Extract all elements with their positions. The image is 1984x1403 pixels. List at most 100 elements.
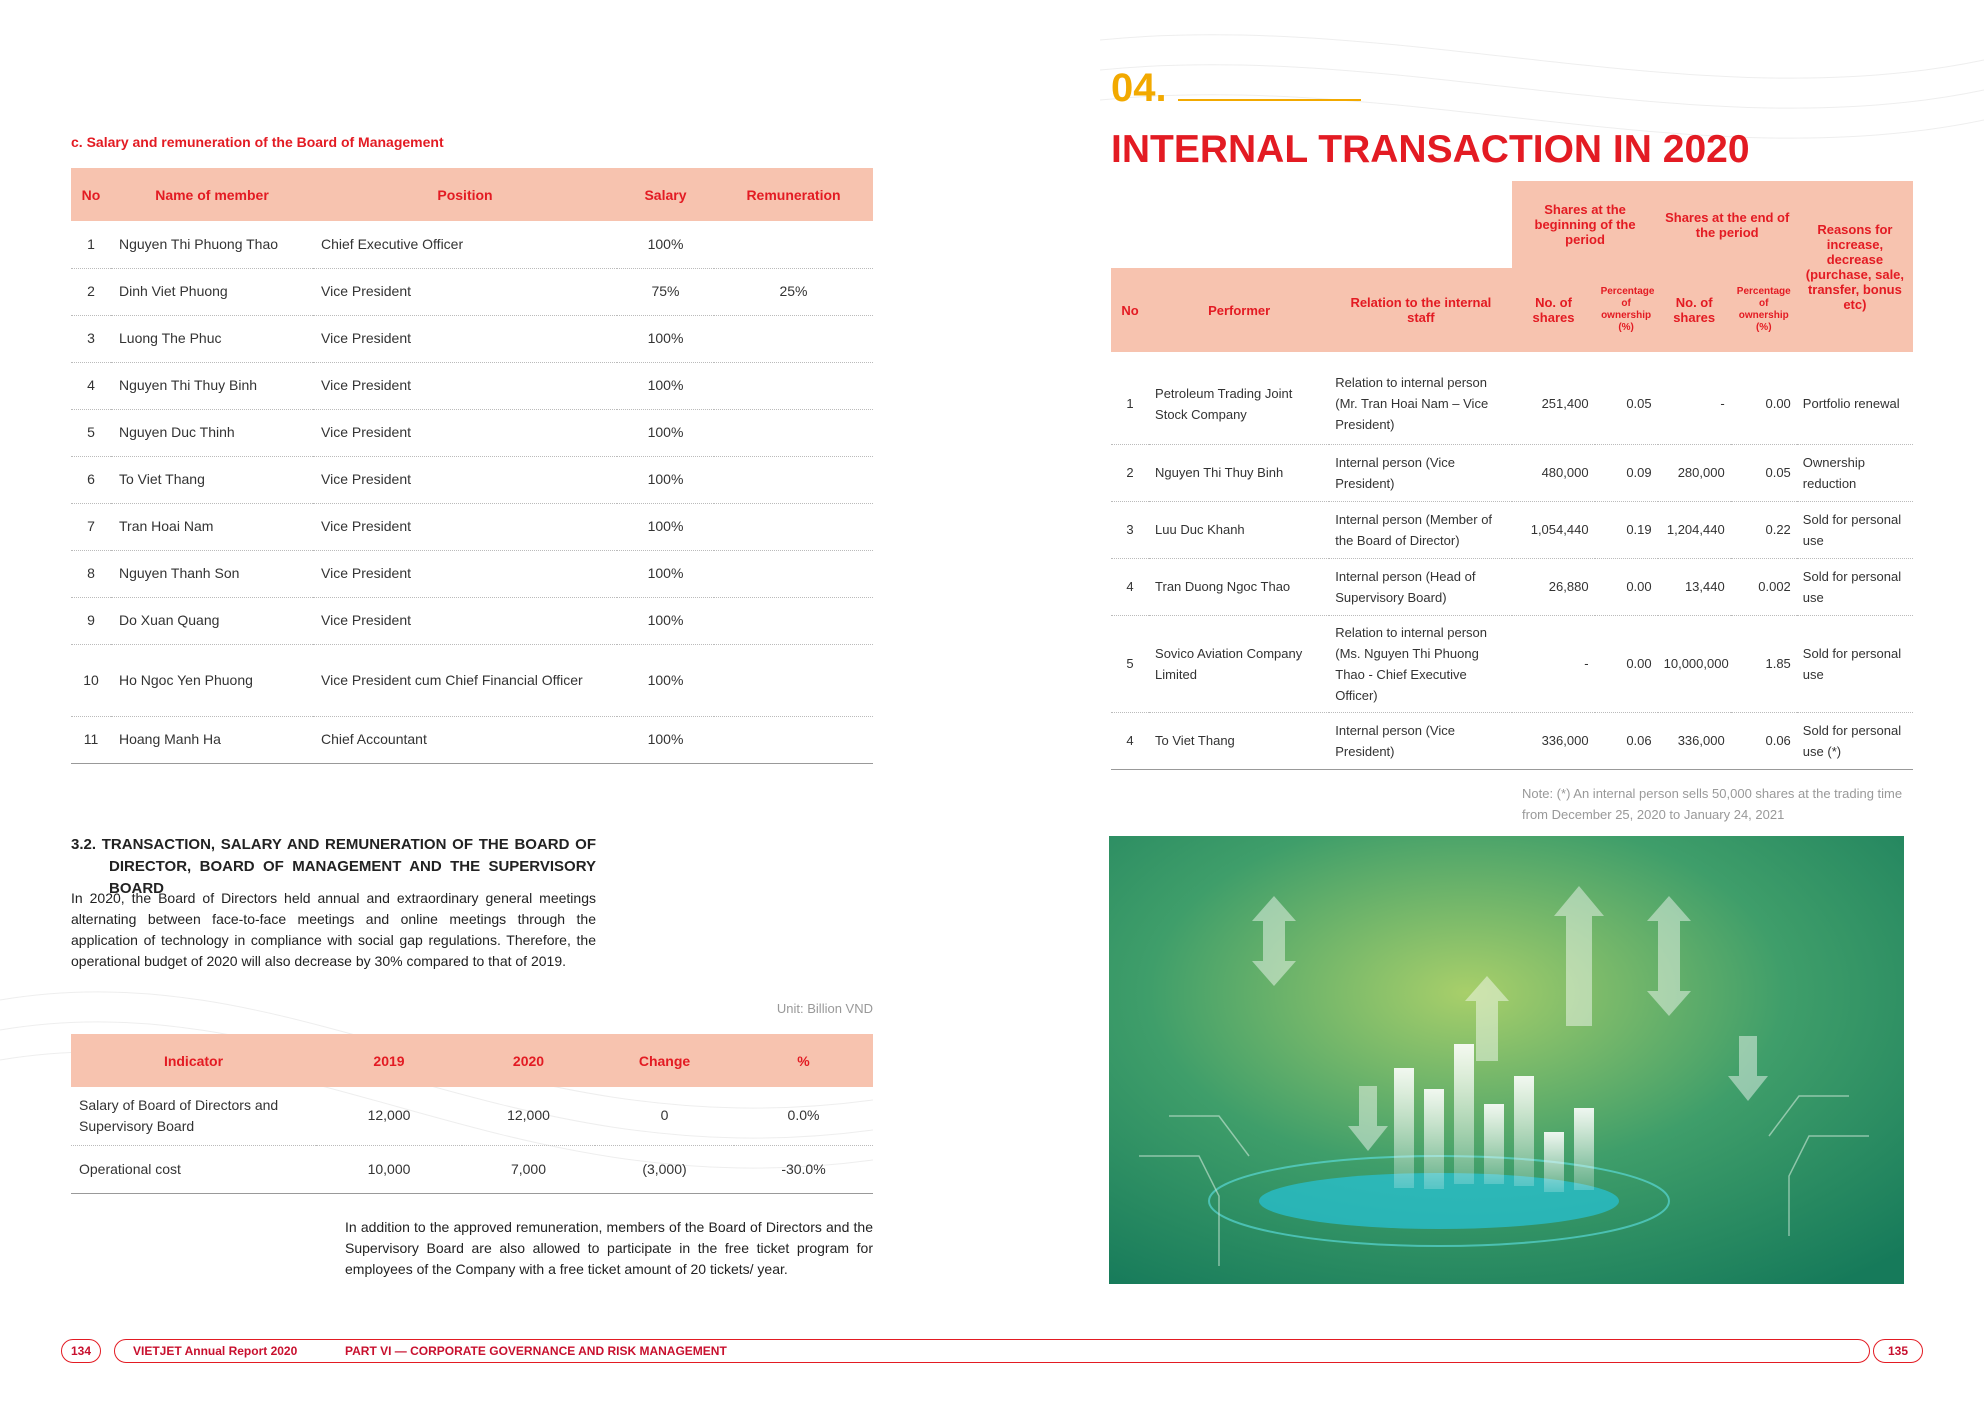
- table-row: 11 Hoang Manh Ha Chief Accountant 100%: [71, 716, 873, 764]
- table-cell: Ownership reduction: [1796, 444, 1913, 502]
- table-row: Salary of Board of Directors and Supervi…: [71, 1087, 873, 1146]
- column-header: Indicator: [71, 1034, 316, 1087]
- table-row: 4 To Viet Thang Internal person (Vice Pres…: [1111, 712, 1913, 770]
- table-row: 2 Nguyen Thi Thuy Binh Internal person (Vi…: [1111, 444, 1913, 502]
- column-header: Position: [313, 168, 617, 221]
- column-header: 2019: [316, 1034, 462, 1087]
- table-cell: [714, 221, 873, 269]
- table-row: 2 Dinh Viet Phuong Vice President 75% 25%: [71, 268, 873, 316]
- table-cell: 4: [71, 362, 111, 410]
- table-row: 1 Nguyen Thi Phuong Thao Chief Executive O…: [71, 221, 873, 269]
- table-cell: 0.05: [1594, 364, 1658, 445]
- table-row: 6 To Viet Thang Vice President 100%: [71, 456, 873, 504]
- table-cell: [714, 597, 873, 645]
- column-header: No. of shares: [1512, 268, 1595, 352]
- table-row: 5 Nguyen Duc Thinh Vice President 100%: [71, 409, 873, 457]
- table-cell: 7: [71, 503, 111, 551]
- paragraph: In 2020, the Board of Directors held ann…: [71, 890, 596, 969]
- table-cell: Relation to internal person (Mr. Tran Ho…: [1329, 364, 1513, 445]
- table-cell: 4: [1111, 558, 1150, 616]
- table-cell: Internal person (Member of the Board of …: [1329, 501, 1513, 559]
- table-cell: 251,400: [1512, 364, 1595, 445]
- table-cell: 4: [1111, 712, 1150, 770]
- table-cell: -30.0%: [734, 1145, 873, 1194]
- footer-report: VIETJET Annual Report 2020: [133, 1344, 298, 1358]
- table-cell: Tran Duong Ngoc Thao: [1149, 558, 1330, 616]
- table-cell: 7,000: [462, 1145, 595, 1194]
- table-cell: Nguyen Thi Phuong Thao: [111, 221, 313, 269]
- column-header: Change: [595, 1034, 734, 1087]
- spacer: [1111, 352, 1913, 364]
- table-cell: 26,880: [1512, 558, 1595, 616]
- table-cell: [714, 644, 873, 717]
- table-cell: [714, 315, 873, 363]
- table-cell: 1: [71, 221, 111, 269]
- salary-table: No Name of member Position Salary Remunerati…: [71, 168, 873, 764]
- page-title: INTERNAL TRANSACTION IN 2020: [1111, 128, 1750, 171]
- table-cell: 5: [1111, 615, 1150, 713]
- table-cell: 100%: [617, 315, 714, 363]
- table-cell: 9: [71, 597, 111, 645]
- page-number-box: [1873, 1339, 1923, 1363]
- table-cell: 280,000: [1657, 444, 1731, 502]
- table-cell: 12,000: [316, 1087, 462, 1146]
- table-cell: Vice President: [313, 550, 617, 598]
- table-cell: Internal person (Vice President): [1329, 712, 1513, 770]
- table-cell: 12,000: [462, 1087, 595, 1146]
- column-header: No. of shares: [1657, 268, 1731, 352]
- table-cell: Relation to internal person (Ms. Nguyen …: [1329, 615, 1513, 713]
- group-header-row: Shares at the beginning of the period Sha…: [1111, 181, 1913, 352]
- table-cell: 11: [71, 716, 111, 764]
- table-cell: 100%: [617, 221, 714, 269]
- footer-part: PART VI — CORPORATE GOVERNANCE AND RISK …: [345, 1344, 727, 1358]
- table-cell: Operational cost: [71, 1145, 316, 1194]
- table-row: 5 Sovico Aviation Company Limited Relation…: [1111, 615, 1913, 713]
- header-row: No Name of member Position Salary Remunerati…: [71, 168, 873, 221]
- table-cell: 100%: [617, 550, 714, 598]
- page-number: 134: [70, 1344, 92, 1358]
- table-cell: (3,000): [595, 1145, 734, 1194]
- table-cell: 100%: [617, 409, 714, 457]
- column-header: %: [734, 1034, 873, 1087]
- page-number: 135: [1887, 1344, 1909, 1358]
- table-row: 1 Petroleum Trading Joint Stock Company Re…: [1111, 364, 1913, 445]
- section-heading: c. Salary and remuneration of the Board …: [71, 134, 444, 150]
- table-cell: 480,000: [1512, 444, 1595, 502]
- group-header: Reasons for increase, decrease (purchase…: [1796, 181, 1913, 352]
- table-cell: 100%: [617, 503, 714, 551]
- table-row: 4 Nguyen Thi Thuy Binh Vice President 100%: [71, 362, 873, 410]
- table-row: 8 Nguyen Thanh Son Vice President 100%: [71, 550, 873, 598]
- table-cell: 2: [71, 268, 111, 316]
- table-cell: 10,000,000: [1657, 615, 1731, 713]
- table-cell: 0.00: [1594, 558, 1658, 616]
- table-cell: Ho Ngoc Yen Phuong: [111, 644, 313, 717]
- table-cell: Vice President: [313, 503, 617, 551]
- table-cell: [714, 409, 873, 457]
- table-row: 4 Tran Duong Ngoc Thao Internal person (He…: [1111, 558, 1913, 616]
- table-cell: [714, 550, 873, 598]
- table-row: 7 Tran Hoai Nam Vice President 100%: [71, 503, 873, 551]
- table-cell: 75%: [617, 268, 714, 316]
- table-cell: Vice President: [313, 268, 617, 316]
- table-cell: -: [1657, 364, 1731, 445]
- table-cell: Vice President: [313, 597, 617, 645]
- table-cell: 10,000: [316, 1145, 462, 1194]
- table-cell: Nguyen Thanh Son: [111, 550, 313, 598]
- page-number-box: [61, 1339, 101, 1363]
- transaction-table: Shares at the beginning of the period Sha…: [1111, 181, 1913, 770]
- column-header: No: [71, 168, 111, 221]
- table-cell: Sold for personal use: [1796, 615, 1913, 713]
- table-cell: -: [1512, 615, 1595, 713]
- table-cell: Internal person (Vice President): [1329, 444, 1513, 502]
- table-cell: 0.05: [1730, 444, 1797, 502]
- table-cell: [714, 362, 873, 410]
- table-cell: 10: [71, 644, 111, 717]
- table-cell: Chief Accountant: [313, 716, 617, 764]
- table-cell: 0.00: [1594, 615, 1658, 713]
- table-cell: 336,000: [1512, 712, 1595, 770]
- table-cell: Nguyen Duc Thinh: [111, 409, 313, 457]
- column-header: No: [1111, 268, 1150, 352]
- table-cell: 0.0%: [734, 1087, 873, 1146]
- budget-table: Indicator 2019 2020 Change% Salary of Board …: [71, 1034, 873, 1194]
